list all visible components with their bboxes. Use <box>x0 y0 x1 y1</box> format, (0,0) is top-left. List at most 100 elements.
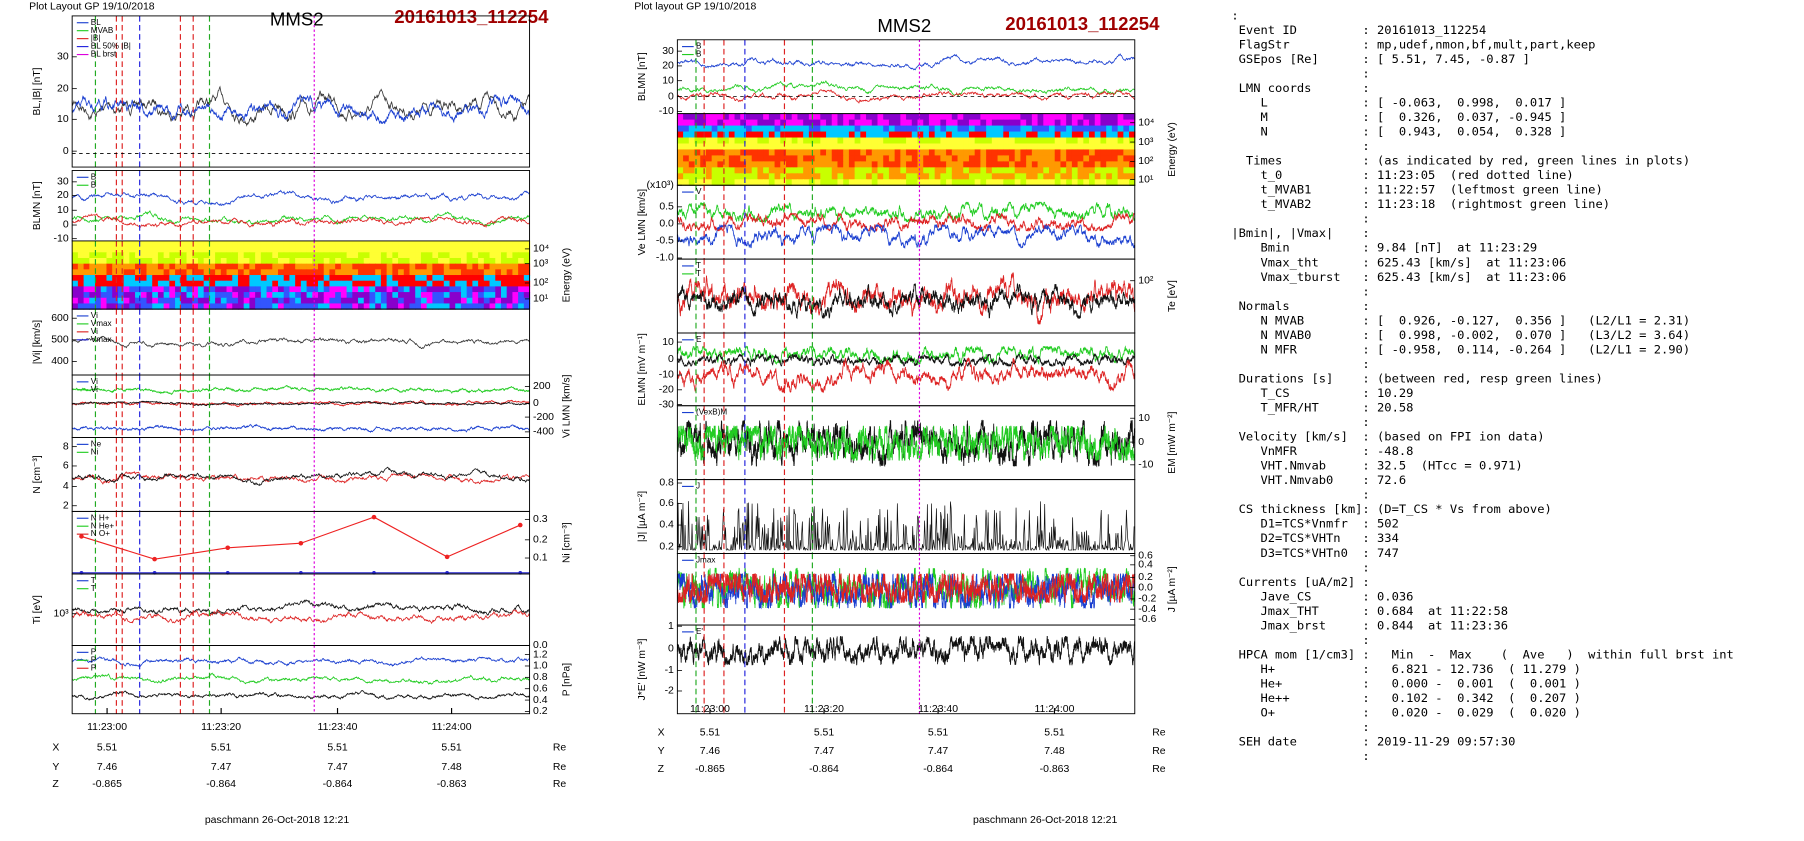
spectrogram-cell <box>460 240 468 248</box>
spectrogram-cell <box>1111 179 1119 186</box>
spectrogram-cell <box>420 303 428 310</box>
spectrogram-cell <box>717 149 724 156</box>
spectrogram-cell <box>757 167 764 174</box>
spectrogram-cell <box>203 280 210 287</box>
spectrogram-cell <box>791 125 799 133</box>
legend-label: Vi <box>91 385 98 394</box>
spectrogram-cell <box>512 286 519 293</box>
spectrogram-cell <box>723 167 730 174</box>
spectrogram-cell <box>934 149 941 156</box>
spectrogram-cell <box>500 292 508 299</box>
trace <box>677 501 1135 552</box>
spectrogram-cell <box>295 292 302 299</box>
spectrogram-cell <box>386 275 393 282</box>
summary-line: N : [ 0.943, 0.054, 0.328 ] <box>1231 125 1566 139</box>
summary-line: : <box>1231 357 1369 371</box>
spectrogram-cell <box>1066 119 1073 127</box>
spectrogram-cell <box>923 173 930 180</box>
spectrogram-cell <box>237 246 245 253</box>
spectrogram-cell <box>763 149 770 156</box>
y-tick-label: 10⁴ <box>1138 118 1154 129</box>
spectrogram-cell <box>700 119 707 127</box>
spectrogram-cell <box>346 240 353 248</box>
plot-footer: paschmann 26-Oct-2018 12:21 <box>973 815 1118 826</box>
spectrogram-cell <box>986 179 993 186</box>
spectrogram-cell <box>169 263 176 270</box>
spectrogram-cell <box>1020 143 1027 151</box>
spectrogram-cell <box>1106 137 1113 145</box>
spectrogram-cell <box>848 131 856 139</box>
spectrogram-cell <box>854 143 861 151</box>
spectrogram-cell <box>1066 131 1073 139</box>
spectrogram-cell <box>243 280 250 287</box>
spectrogram-cell <box>1020 179 1027 186</box>
spectrogram-cell <box>797 113 804 121</box>
spectrogram-cell <box>928 113 936 121</box>
spectrogram-cell <box>197 280 205 287</box>
spectrogram-cell <box>495 240 502 248</box>
summary-line: t_MVAB1 : 11:22:57 (leftmost green line) <box>1231 183 1602 197</box>
spectrogram-cell <box>1089 119 1096 127</box>
spectrogram-cell <box>186 286 193 293</box>
spectrogram-cell <box>980 131 987 139</box>
spectrogram-cell <box>734 137 741 145</box>
spectrogram-cell <box>426 269 433 276</box>
spectrogram-cell <box>774 125 781 133</box>
spectrogram-cell <box>215 275 222 282</box>
spectrogram-cell <box>203 269 210 276</box>
spectrogram-cell <box>1071 113 1079 121</box>
spectrogram-cell <box>877 137 884 145</box>
spectrogram-cell <box>814 167 821 174</box>
spectrogram-cell <box>369 263 376 270</box>
spectrogram-cell <box>677 155 684 162</box>
spectrogram-cell <box>940 149 947 156</box>
spectrogram-cell <box>518 269 525 276</box>
spectrogram-cell <box>1049 173 1056 180</box>
spectrogram-cell <box>340 286 348 293</box>
y-axis-label: Energy (eV) <box>561 248 572 303</box>
spectrogram-cell <box>443 246 451 253</box>
spectrogram-cell <box>249 286 256 293</box>
spectrogram-cell <box>192 286 199 293</box>
spectrogram-cell <box>329 252 336 259</box>
spectrogram-cell <box>455 252 462 259</box>
spectrogram-cell <box>220 292 228 299</box>
spectrogram-cell <box>495 269 502 276</box>
spectrogram-cell <box>980 113 987 121</box>
spectrogram-cell <box>106 257 113 265</box>
spectrogram-cell <box>974 113 981 121</box>
spectrogram-cell <box>346 280 353 287</box>
spectrogram-cell <box>300 252 308 259</box>
spectrogram-cell <box>237 240 245 248</box>
spectrogram-cell <box>432 252 439 259</box>
spectrogram-cell <box>860 155 867 162</box>
position-cell: Re <box>553 779 567 790</box>
spectrogram-cell <box>89 286 96 293</box>
spectrogram-cell <box>72 240 79 248</box>
spectrogram-cell <box>318 292 325 299</box>
spectrogram-cell <box>318 286 325 293</box>
spectrogram-cell <box>723 143 730 151</box>
spectrogram-cell <box>455 297 462 305</box>
y-axis-label: Te [eV] <box>1167 280 1178 312</box>
trace <box>676 212 1135 233</box>
spectrogram-cell <box>77 257 85 265</box>
spectrogram-cell <box>152 240 159 248</box>
spectrogram-cell <box>478 280 485 287</box>
summary-line: SEH date : 2019-11-29 09:57:30 <box>1231 735 1515 749</box>
spectrogram-cell <box>877 143 884 151</box>
spectrogram-cell <box>175 303 182 310</box>
spectrogram-cell <box>352 252 359 259</box>
y-tick-label: 0.0 <box>659 219 674 230</box>
spectrogram-cell <box>192 240 199 248</box>
spectrogram-cell <box>523 292 531 299</box>
spectrogram-cell <box>797 173 804 180</box>
spectrogram-cell <box>694 149 701 156</box>
spectrogram-cell <box>888 149 896 156</box>
spectrogram-cell <box>700 149 707 156</box>
spectrogram-cell <box>780 125 787 133</box>
spectrogram-cell <box>95 303 102 310</box>
spectrogram-cell <box>1111 167 1119 174</box>
spectrogram-cell <box>140 286 148 293</box>
spectrogram-cell <box>266 263 273 270</box>
